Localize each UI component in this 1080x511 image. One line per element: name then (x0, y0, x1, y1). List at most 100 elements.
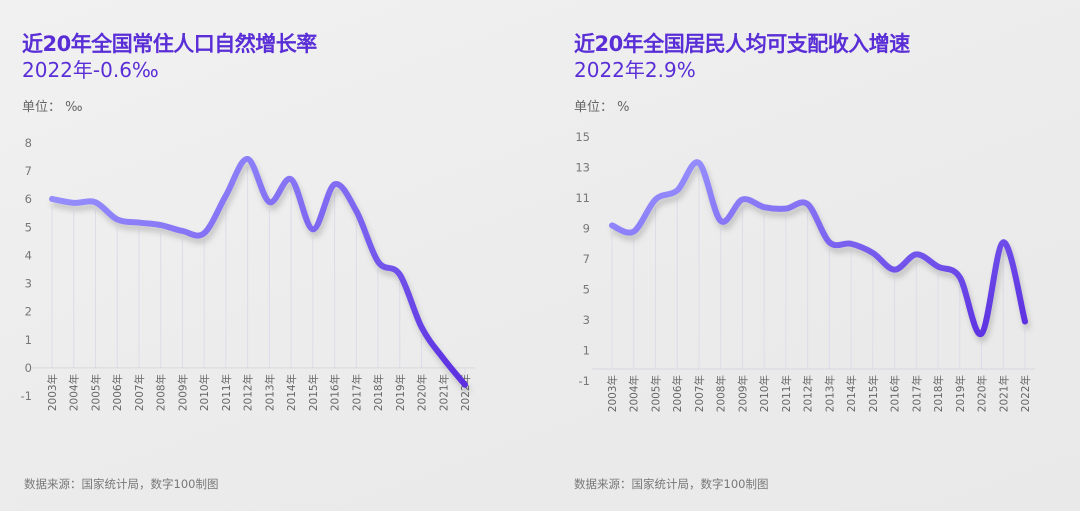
y-tick-label: 1 (583, 344, 590, 358)
x-tick-label: 2003年 (606, 375, 619, 412)
x-tick-label: 2009年 (176, 374, 189, 411)
series-line (49, 156, 468, 388)
x-tick-label: 2011年 (220, 374, 233, 411)
y-tick-label: 11 (575, 191, 590, 205)
unit-label: 单位： ‰ (22, 96, 83, 115)
x-tick-label: 2004年 (628, 375, 641, 412)
data-point (848, 241, 854, 247)
x-tick-label: 2021年 (997, 375, 1010, 412)
unit-value: % (617, 100, 630, 115)
x-tick-label: 2018年 (372, 374, 385, 411)
x-tick-label: 2016年 (329, 374, 342, 411)
unit-label-text: 单位： (574, 100, 614, 115)
y-tick-label: 1 (25, 333, 32, 347)
y-tick-label: 3 (583, 313, 590, 327)
data-point (223, 193, 229, 199)
y-tick-label: 15 (575, 130, 590, 144)
x-tick-label: 2022年 (1019, 375, 1032, 412)
data-source: 数据来源：国家统计局，数字100制图 (574, 477, 769, 491)
data-point (826, 239, 832, 245)
y-tick-label: 6 (25, 192, 32, 206)
data-point (440, 355, 446, 361)
data-point (353, 208, 359, 214)
data-point (652, 197, 658, 203)
data-point (892, 267, 898, 273)
data-point (201, 230, 207, 236)
data-point (136, 220, 142, 226)
data-point (674, 187, 680, 193)
y-tick-label: 4 (25, 248, 32, 262)
data-point (935, 264, 941, 270)
data-point (332, 181, 338, 187)
x-tick-label: 2019年 (954, 375, 967, 412)
data-point (957, 274, 963, 280)
data-point (609, 222, 615, 228)
data-point (245, 156, 251, 162)
data-point (1000, 239, 1006, 245)
x-tick-label: 2011年 (780, 375, 793, 412)
y-tick-label: 5 (25, 220, 32, 234)
data-point (631, 229, 637, 235)
data-point (696, 160, 702, 166)
x-tick-label: 2005年 (649, 375, 662, 412)
series-line (609, 159, 1028, 337)
data-point (310, 226, 316, 232)
x-tick-label: 2004年 (68, 374, 81, 411)
chart-panel-population: 近20年全国常住人口自然增长率 2022年-0.6‰ 单位： ‰ 8 7 6 5 4 3 2… (21, 32, 475, 491)
unit-value: ‰ (65, 100, 83, 115)
data-point (462, 382, 468, 388)
chart-panel-income: 近20年全国居民人均可支配收入增速 2022年2.9% 单位： % 15 13 11… (540, 0, 1080, 511)
x-tick-label: 2020年 (416, 374, 429, 411)
data-point (288, 176, 294, 182)
data-point (266, 199, 272, 205)
data-point (114, 216, 120, 222)
x-tick-label: 2018年 (932, 375, 945, 412)
x-tick-label: 2012年 (242, 374, 255, 411)
x-tick-label: 2007年 (133, 374, 146, 411)
data-point (179, 228, 185, 234)
x-tick-label: 2015年 (307, 374, 320, 411)
data-point (375, 259, 381, 265)
x-tick-label: 2013年 (263, 374, 276, 411)
chart-subtitle: 2022年2.9% (574, 58, 696, 82)
data-point (92, 199, 98, 205)
data-point (158, 222, 164, 228)
y-tick-label: 0 (25, 361, 32, 375)
income-growth-chart: 15 13 11 9 7 5 3 1 -1 2003年 2004年 2005年 2006年 2007年 20… (575, 130, 1035, 412)
x-tick-label: 2012年 (802, 375, 815, 412)
data-point (761, 204, 767, 210)
data-point (783, 206, 789, 212)
data-point (718, 218, 724, 224)
data-point (739, 197, 745, 203)
x-tick-label: 2006年 (671, 375, 684, 412)
x-tick-label: 2007年 (693, 375, 706, 412)
chart-title: 近20年全国居民人均可支配收入增速 (574, 32, 910, 56)
x-tick-label: 2020年 (976, 375, 989, 412)
x-tick-label: 2013年 (823, 375, 836, 412)
data-point (49, 196, 55, 202)
x-tick-label: 2016年 (889, 375, 902, 412)
x-tick-label: 2017年 (910, 375, 923, 412)
data-point (805, 201, 811, 207)
x-tick-label: 2003年 (46, 374, 59, 411)
x-tick-label: 2006年 (111, 374, 124, 411)
y-tick-label: -1 (21, 389, 32, 403)
x-tick-label: 2014年 (845, 375, 858, 412)
x-tick-label: 2005年 (89, 374, 102, 411)
x-tick-label: 2017年 (350, 374, 363, 411)
population-growth-chart: 8 7 6 5 4 3 2 1 0 -1 2003年 2004年 2005年 2006年 2007年 2008… (21, 136, 475, 411)
x-tick-label: 2008年 (155, 374, 168, 411)
chart-title: 近20年全国常住人口自然增长率 (22, 32, 317, 56)
y-tick-label: 3 (25, 277, 32, 291)
x-tick-label: 2014年 (285, 374, 298, 411)
unit-label-text: 单位： (22, 100, 62, 115)
y-tick-label: 9 (583, 222, 590, 236)
data-source: 数据来源：国家统计局，数字100制图 (24, 477, 219, 491)
y-tick-label: 13 (575, 161, 590, 175)
y-tick-label: 7 (25, 164, 32, 178)
data-point (913, 251, 919, 257)
x-tick-label: 2019年 (394, 374, 407, 411)
data-point (419, 324, 425, 330)
y-tick-label: 5 (583, 283, 590, 297)
data-point (870, 250, 876, 256)
